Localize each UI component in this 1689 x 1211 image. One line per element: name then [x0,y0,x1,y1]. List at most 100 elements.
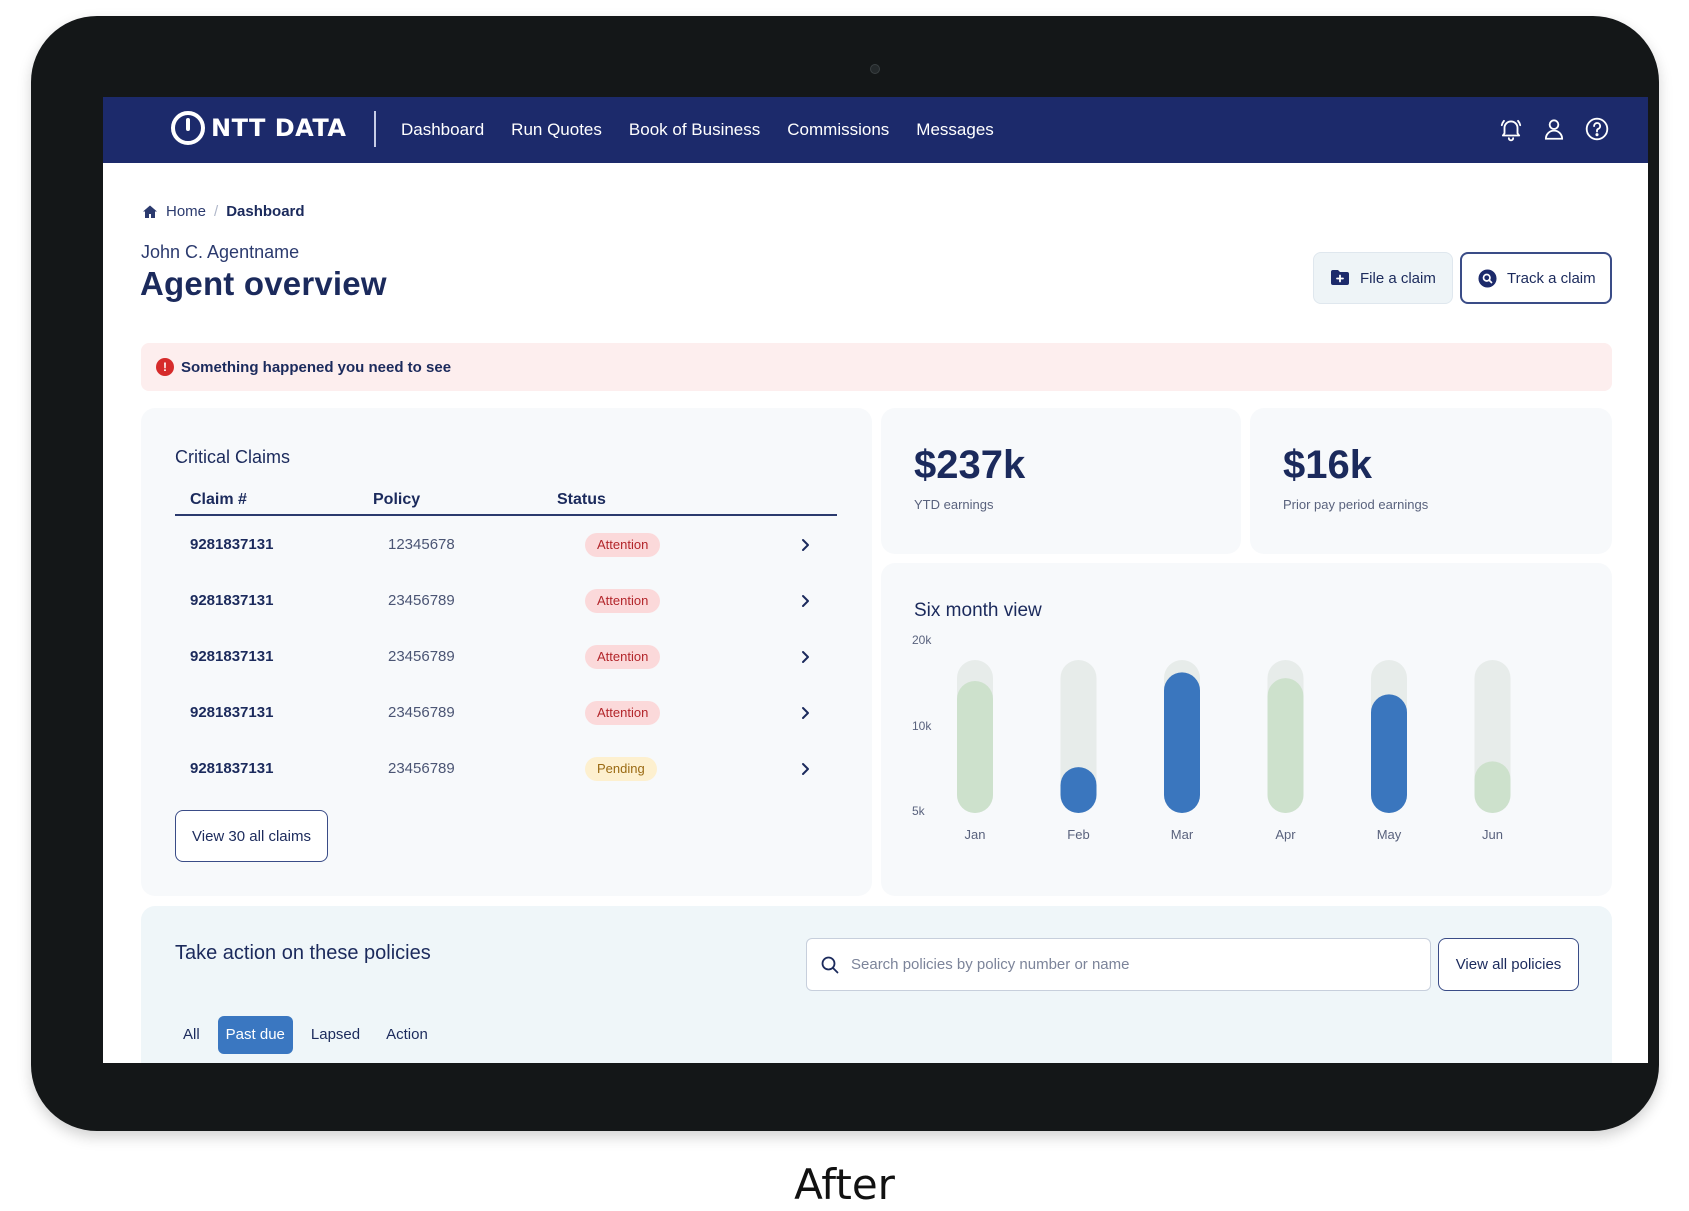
nav-divider [374,111,376,147]
track-claim-button[interactable]: Track a claim [1460,252,1612,304]
nav-link-dashboard[interactable]: Dashboard [401,120,485,139]
top-navigation: NTT DATA Dashboard Run Quotes Book of Bu… [103,97,1648,163]
breadcrumb-separator: / [214,203,219,220]
ytd-earnings-card: $237k YTD earnings [881,408,1241,554]
claim-number: 9281837131 [190,648,274,665]
claim-number: 9281837131 [190,536,274,553]
status-badge: Pending [585,757,657,781]
logo-text: NTT DATA [211,114,347,142]
six-month-chart: 20k 10k 5k Jan Feb Mar Apr May Jun [912,633,1511,842]
search-placeholder: Search policies by policy number or name [851,956,1130,973]
policy-number: 23456789 [388,648,455,665]
y-tick-label: 5k [912,804,926,818]
table-row[interactable]: 9281837131 23456789 Attention [175,630,837,686]
policy-number: 23456789 [388,760,455,777]
nav-links: Dashboard Run Quotes Book of Business Co… [401,97,994,163]
ytd-earnings-label: YTD earnings [914,497,994,512]
breadcrumb-home[interactable]: Home [166,203,207,220]
col-policy: Policy [373,491,421,508]
search-icon [821,956,839,973]
tab-action[interactable]: Action [386,1026,428,1043]
policy-number: 23456789 [388,704,455,721]
bar-jun [1474,761,1511,813]
nav-link-run-quotes[interactable]: Run Quotes [511,120,602,139]
policy-filter-tabs: All Past due Lapsed Action [175,1016,436,1054]
x-tick-label: Jun [1482,827,1503,842]
tab-past-due[interactable]: Past due [217,1016,293,1054]
x-tick-label: Feb [1067,827,1089,842]
critical-claims-card: Critical Claims Claim # Policy Status 92… [141,408,872,896]
y-tick-label: 10k [912,719,932,733]
policies-title: Take action on these policies [175,942,431,964]
policies-section: Take action on these policies Search pol… [141,906,1612,1063]
help-icon[interactable] [1584,116,1610,142]
claim-number: 9281837131 [190,704,274,721]
policy-search-input[interactable]: Search policies by policy number or name [806,938,1431,991]
tablet-frame: NTT DATA Dashboard Run Quotes Book of Bu… [31,16,1659,1131]
x-tick-label: Apr [1275,827,1296,842]
app-screen: NTT DATA Dashboard Run Quotes Book of Bu… [103,97,1648,1063]
camera-dot [870,64,880,74]
nav-link-messages[interactable]: Messages [916,120,994,139]
home-icon[interactable] [142,204,158,220]
claims-table-body: 9281837131 12345678 Attention 9281837131… [175,518,837,798]
prior-period-earnings-card: $16k Prior pay period earnings [1250,408,1612,554]
nav-icons [1498,116,1610,142]
bar-may [1371,694,1407,813]
critical-claims-title: Critical Claims [175,447,291,467]
nav-link-commissions[interactable]: Commissions [787,120,890,139]
six-month-chart-card: 20k 10k 5k Jan Feb Mar Apr May Jun Six month vie… [881,563,1612,896]
file-claim-label: File a claim [1360,269,1436,287]
chevron-right-icon[interactable] [797,705,813,721]
bell-icon[interactable] [1498,116,1524,142]
claims-table-header: Claim # Policy Status [175,486,837,516]
y-tick-label: 20k [912,633,932,647]
view-all-claims-button[interactable]: View 30 all claims [175,810,328,862]
table-row[interactable]: 9281837131 23456789 Pending [175,742,837,798]
alert-banner: ! Something happened you need to see [141,343,1612,391]
file-claim-button[interactable]: File a claim [1313,252,1453,304]
claim-number: 9281837131 [190,592,274,609]
status-badge: Attention [585,645,661,669]
table-row[interactable]: 9281837131 23456789 Attention [175,574,837,630]
table-row[interactable]: 9281837131 23456789 Attention [175,686,837,742]
tab-lapsed[interactable]: Lapsed [310,1026,361,1043]
after-caption: After [794,1160,895,1209]
chevron-right-icon[interactable] [797,761,813,777]
prior-earnings-label: Prior pay period earnings [1283,497,1429,512]
bar-apr [1267,678,1304,813]
policy-number: 23456789 [388,592,455,609]
status-badge: Attention [585,701,661,725]
nav-link-book-of-business[interactable]: Book of Business [628,120,761,139]
x-tick-label: May [1377,827,1402,842]
agent-name: John C. Agentname [141,242,300,262]
breadcrumb: Home / Dashboard [142,203,305,220]
col-status: Status [557,491,606,508]
x-tick-label: Jan [965,827,986,842]
bar-feb [1060,767,1097,813]
user-icon[interactable] [1541,116,1567,142]
alert-icon: ! [156,358,174,376]
policy-number: 12345678 [388,536,455,553]
x-tick-label: Mar [1171,827,1194,842]
table-row[interactable]: 9281837131 12345678 Attention [175,518,837,574]
breadcrumb-current: Dashboard [226,203,305,220]
ntt-data-logo[interactable]: NTT DATA [171,111,346,145]
ytd-earnings-value: $237k [914,443,1026,487]
alert-text: Something happened you need to see [181,358,452,376]
claim-number: 9281837131 [190,760,274,777]
view-all-policies-button[interactable]: View all policies [1438,938,1579,991]
page-title: Agent overview [140,265,387,302]
bar-jan [957,681,993,813]
folder-plus-icon [1331,270,1349,285]
search-circle-icon [1478,268,1497,288]
chevron-right-icon[interactable] [797,593,813,609]
chevron-right-icon[interactable] [797,537,813,553]
col-claim-number: Claim # [190,491,247,508]
bar-mar [1164,672,1200,813]
chart-title: Six month view [914,600,1042,621]
ntt-logo-mark-icon [171,111,205,145]
chevron-right-icon[interactable] [797,649,813,665]
status-badge: Attention [585,589,661,613]
tab-all[interactable]: All [183,1026,200,1043]
